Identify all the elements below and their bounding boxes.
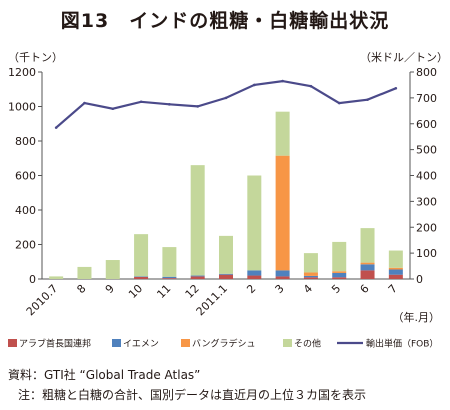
right-tick-label: 600 [416, 118, 437, 131]
bar-segment [247, 270, 262, 276]
x-tick-label: 2010.7 [24, 282, 60, 318]
right-tick-label: 300 [416, 195, 437, 208]
unit-price-point [253, 83, 256, 87]
x-axis-unit: （年.月） [393, 310, 441, 324]
bar-segment [190, 276, 205, 279]
legend-label: その他 [294, 338, 321, 350]
bar-segment [219, 274, 233, 279]
bar-segment [49, 276, 64, 279]
bar-segment [303, 253, 318, 273]
bar-segment [162, 278, 177, 279]
right-tick-label: 700 [416, 92, 437, 105]
bar-segment [332, 272, 347, 278]
x-tick-label: 8 [74, 282, 88, 296]
bar-segment [275, 270, 290, 277]
right-tick-label: 500 [416, 144, 437, 157]
left-tick-label: 1200 [8, 66, 36, 79]
unit-price-point [309, 84, 313, 88]
left-tick-label: 1000 [8, 101, 36, 114]
legend-label: バングラデシュ [192, 338, 255, 350]
bar-segment [134, 234, 149, 277]
x-tick-label: 11 [154, 282, 173, 301]
unit-price-point [394, 87, 398, 90]
unit-price-point [366, 98, 369, 101]
bar-segment [219, 235, 233, 274]
bar-segment [275, 276, 290, 279]
bar-segment [219, 273, 233, 275]
left-tick-label: 400 [15, 204, 36, 217]
legend-swatch [112, 339, 121, 347]
x-tick-label: 12 [183, 282, 202, 301]
bar-segment [190, 275, 205, 277]
bar-segment [360, 228, 375, 263]
unit-price-point [54, 126, 58, 129]
unit-price-point [337, 101, 341, 105]
bar-segment [303, 277, 318, 279]
plot-area: 0 200 400 600 800 1000 1200 0 100 200 300 400 500 600… [8, 66, 437, 318]
left-tick-label: 0 [29, 273, 36, 286]
figure-title: 図13 インドの粗糖・白糖輸出状況 [60, 10, 390, 32]
bar-segment [303, 275, 318, 278]
left-tick-label: 600 [15, 170, 36, 183]
bar-segment [275, 111, 290, 156]
bar-segment [247, 175, 262, 271]
bar-segment [332, 271, 347, 273]
x-tick-label: 3 [273, 282, 287, 296]
bar-segment [388, 267, 403, 270]
footnote: 注：粗糖と白糖の合計、国別データは直近月の上位３カ国を表示 [18, 388, 367, 402]
left-tick-label: 800 [15, 135, 36, 148]
bar-segment [360, 262, 375, 265]
bar-segment [247, 275, 262, 279]
unit-price-point [139, 100, 143, 104]
right-tick-label: 100 [416, 247, 437, 260]
legend-label: 輸出単価（FOB） [366, 338, 438, 350]
legend-label: アラブ首長国連邦 [19, 338, 91, 350]
x-tick-label: 5 [329, 282, 343, 296]
right-tick-label: 800 [416, 66, 437, 79]
legend: アラブ首長国連邦 イエメン バングラデシュ その他 輸出単価（FOB） [8, 338, 438, 350]
bar-segment [303, 272, 318, 276]
unit-price-point [111, 107, 115, 111]
unit-price-point [83, 101, 86, 105]
bar-segment [134, 276, 149, 279]
x-tick-label: 6 [358, 282, 372, 296]
bar-segment [388, 274, 403, 279]
bar-segment [105, 260, 120, 279]
legend-label: イエメン [123, 340, 159, 350]
unit-price-point [224, 96, 228, 100]
bar-segment [275, 155, 290, 271]
bar-segment [360, 270, 375, 279]
unit-price-line [55, 79, 397, 129]
bar-segment [388, 250, 403, 268]
bar-segment [332, 241, 347, 272]
legend-swatch [8, 339, 17, 347]
bar-segment [134, 276, 149, 277]
right-tick-label: 200 [416, 221, 437, 234]
right-axis-unit: （米ドル／トン） [360, 51, 448, 64]
legend-swatch [283, 339, 292, 347]
x-tick-label: 9 [103, 282, 117, 296]
x-tick-label: 4 [301, 282, 315, 296]
bar-segment [360, 264, 375, 271]
x-tick-label: 2 [244, 282, 258, 296]
left-axis-unit: （千トン） [8, 51, 63, 64]
bar-segment [77, 266, 92, 279]
x-tick-label: 7 [386, 282, 400, 296]
bar-segment [162, 247, 177, 277]
x-tick-label: 2011.1 [194, 282, 230, 318]
unit-price-point [196, 105, 199, 108]
right-tick-label: 400 [416, 170, 437, 183]
unit-price-point [281, 79, 284, 83]
legend-swatch [181, 339, 190, 347]
left-tick-label: 200 [15, 239, 36, 252]
unit-price-point [168, 103, 171, 106]
bar-segment [332, 277, 347, 279]
right-tick-label: 0 [416, 273, 423, 286]
source-note: 資料：GTI社 “Global Trade Atlas” [8, 368, 201, 382]
bar-segment [388, 269, 403, 275]
bar-segment [190, 165, 205, 276]
x-tick-label: 10 [126, 282, 145, 301]
bar-segment [162, 276, 177, 279]
